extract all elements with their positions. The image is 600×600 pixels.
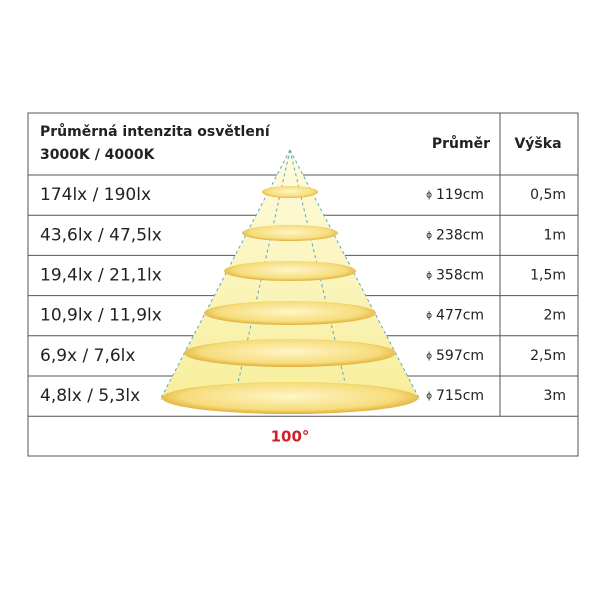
lux-value: 6,9x / 7,6lx [40, 346, 135, 366]
lux-value: 4,8lx / 5,3lx [40, 386, 140, 406]
light-disc [204, 301, 376, 325]
diameter-value: 597cm [436, 348, 484, 364]
diameter-symbol: ϕ [426, 392, 432, 402]
light-disc [242, 225, 338, 241]
height-value: 0,5m [530, 187, 566, 203]
height-value: 1,5m [530, 268, 566, 284]
light-disc [184, 339, 396, 367]
header-subtitle: 3000K / 4000K [40, 147, 156, 163]
light-disc [262, 186, 318, 198]
header-title: Průměrná intenzita osvětlení [40, 123, 271, 140]
lux-value: 43,6lx / 47,5lx [40, 225, 162, 245]
diameter-value: 238cm [436, 227, 484, 243]
height-value: 3m [543, 388, 566, 404]
light-discs [162, 186, 418, 414]
lux-value: 174lx / 190lx [40, 185, 151, 205]
diameter-symbol: ϕ [426, 271, 432, 281]
diameter-symbol: ϕ [426, 351, 432, 361]
beam-angle: 100° [271, 428, 310, 446]
height-value: 2m [543, 308, 566, 324]
lux-value: 10,9lx / 11,9lx [40, 306, 162, 326]
table-border [27, 112, 579, 457]
diameter-symbol: ϕ [426, 191, 432, 201]
diameter-value: 477cm [436, 308, 484, 324]
light-disc [224, 261, 356, 281]
light-disc [162, 382, 418, 414]
cone-edge [159, 149, 291, 401]
lux-value: 19,4lx / 21,1lx [40, 266, 162, 286]
height-value: 2,5m [530, 348, 566, 364]
row-lines [28, 174, 578, 417]
height-value: 1m [543, 227, 566, 243]
diameter-symbol: ϕ [426, 311, 432, 321]
diameter-value: 119cm [436, 187, 484, 203]
diameter-value: 715cm [436, 388, 484, 404]
cone-edge [289, 149, 421, 401]
diameter-symbol: ϕ [426, 231, 432, 241]
diameter-value: 358cm [436, 268, 484, 284]
header-diameter: Průměr [432, 135, 490, 152]
header-height: Výška [514, 136, 561, 152]
